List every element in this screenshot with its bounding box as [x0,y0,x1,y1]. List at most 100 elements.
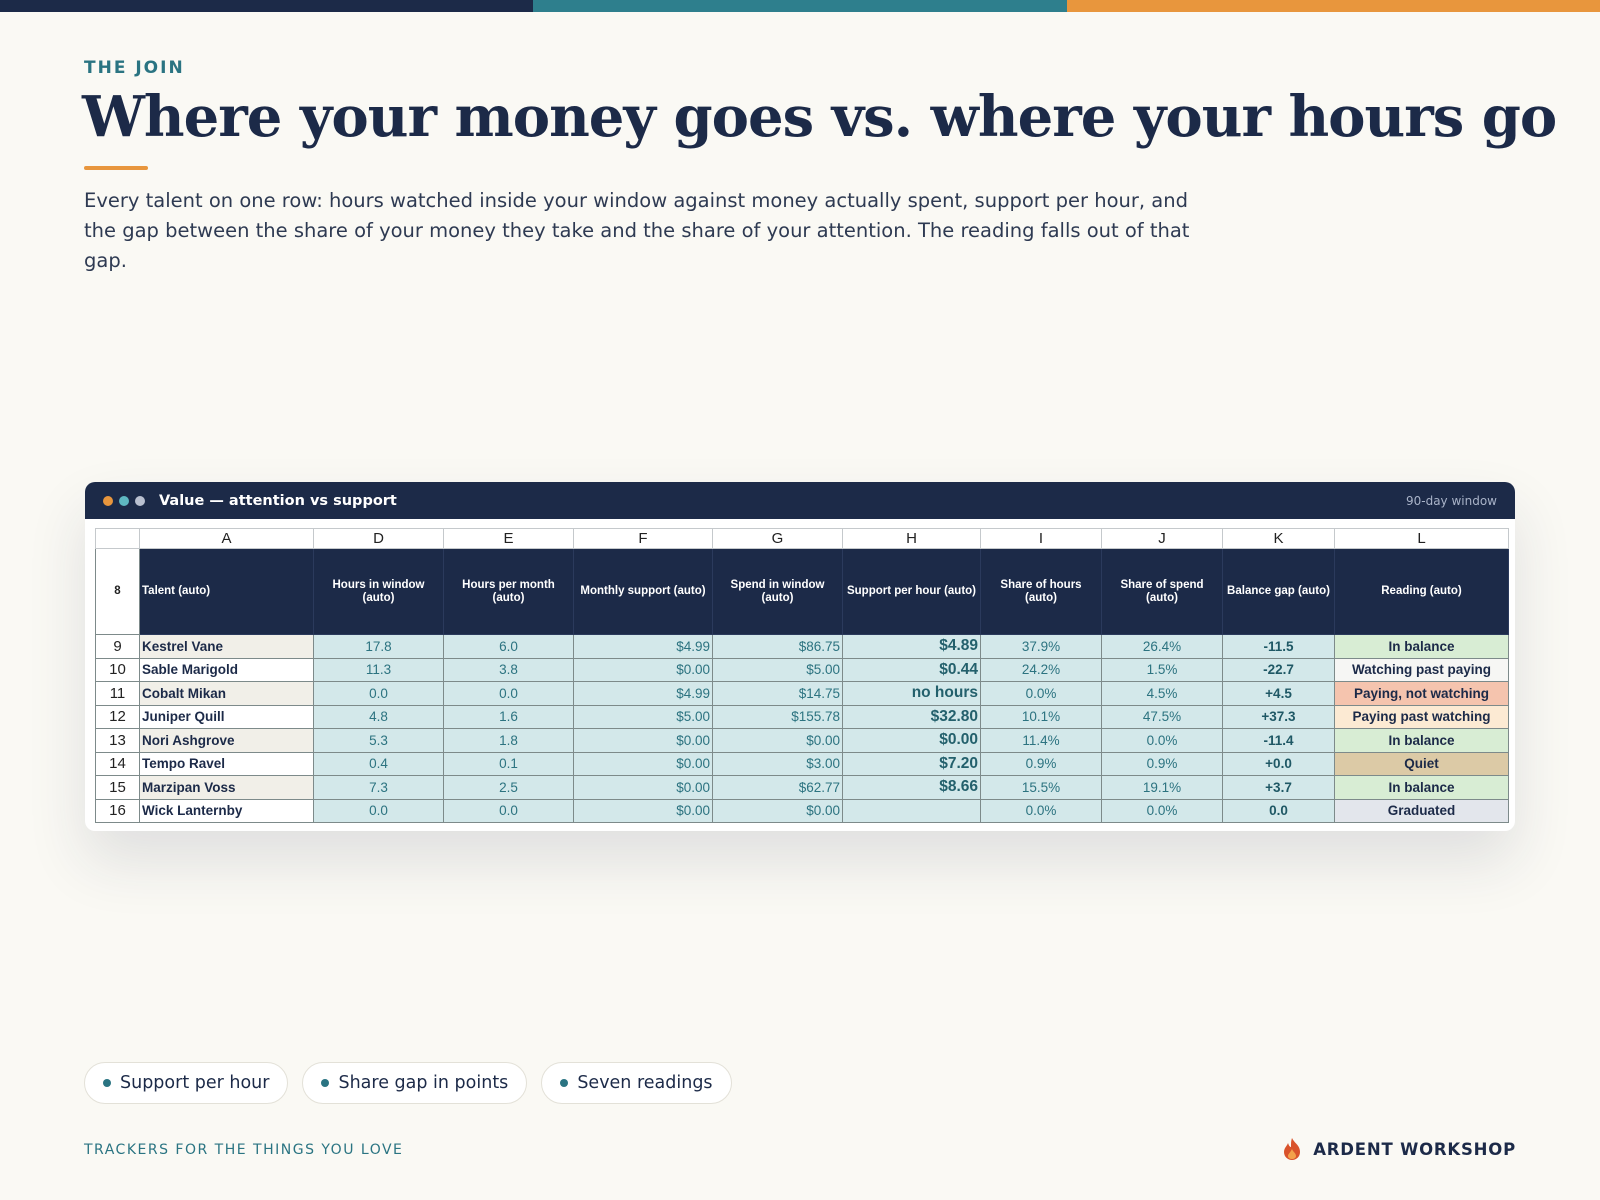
column-letter: G [712,528,843,549]
row-number: 11 [95,681,140,706]
value-cell: 0.0 [443,681,574,706]
value-cell: 1.5% [1101,657,1223,682]
talent-cell: Tempo Ravel [139,751,314,776]
data-row: 12 Juniper Quill 4.8 1.6 $5.00 $155.78 $32.80 1… [95,704,1509,729]
value-cell: 4.5% [1101,681,1223,706]
header-cell: Share of hours (auto) [980,548,1102,635]
value-cell: 11.4% [980,728,1102,753]
value-cell: +37.3 [1222,704,1335,729]
top-bar [0,0,1600,12]
value-cell: $7.20 [842,751,981,776]
reading-cell: Graduated [1334,798,1509,823]
row-number: 12 [95,704,140,729]
accent-rule [84,166,148,170]
header-cell: Reading (auto) [1334,548,1509,635]
value-cell: 10.1% [980,704,1102,729]
value-cell: 5.3 [313,728,444,753]
data-row: 13 Nori Ashgrove 5.3 1.8 $0.00 $0.00 $0.00 11.4… [95,728,1509,753]
value-cell: 0.0 [313,798,444,823]
value-cell: $155.78 [712,704,843,729]
eyebrow: THE JOIN [84,58,185,78]
data-row: 14 Tempo Ravel 0.4 0.1 $0.00 $3.00 $7.20 0.9% 0.… [95,751,1509,776]
value-cell: 37.9% [980,634,1102,659]
value-cell: 15.5% [980,775,1102,800]
column-letter: D [313,528,444,549]
window-title: Value — attention vs support [159,492,397,509]
brand: ARDENT WORKSHOP [1281,1137,1516,1161]
window-dot [119,495,129,506]
row-number: 15 [95,775,140,800]
value-cell: $86.75 [712,634,843,659]
header-cell: Hours per month (auto) [443,548,574,635]
headline: Where your money goes vs. where your hou… [82,84,1557,150]
reading-cell: Quiet [1334,751,1509,776]
value-cell: 1.6 [443,704,574,729]
feature-pill: Share gap in points [302,1062,528,1104]
value-cell: 17.8 [313,634,444,659]
value-cell: no hours [842,681,981,706]
value-cell: $0.00 [712,798,843,823]
value-cell: 0.1 [443,751,574,776]
value-cell: $0.00 [842,728,981,753]
value-cell: 3.8 [443,657,574,682]
header-row: 8 Talent (auto) Hours in window (auto) Hour… [95,548,1509,635]
column-letter: H [842,528,981,549]
value-cell: $5.00 [712,657,843,682]
value-cell: $4.89 [842,634,981,659]
value-cell: 26.4% [1101,634,1223,659]
row-number: 8 [95,548,140,635]
reading-cell: In balance [1334,775,1509,800]
row-number: 14 [95,751,140,776]
window-dot [103,495,113,506]
header-cell: Monthly support (auto) [573,548,713,635]
value-cell: +0.0 [1222,751,1335,776]
bar-segment [0,0,534,12]
header-cell: Balance gap (auto) [1222,548,1335,635]
talent-cell: Juniper Quill [139,704,314,729]
column-letter: E [443,528,574,549]
value-cell: $5.00 [573,704,713,729]
value-cell: $4.99 [573,634,713,659]
value-cell: +4.5 [1222,681,1335,706]
feature-pill: Support per hour [84,1062,289,1104]
reading-cell: Paying, not watching [1334,681,1509,706]
reading-cell: In balance [1334,634,1509,659]
talent-cell: Wick Lanternby [139,798,314,823]
reading-cell: Paying past watching [1334,704,1509,729]
value-cell: +3.7 [1222,775,1335,800]
value-cell: 7.3 [313,775,444,800]
row-number: 10 [95,657,140,682]
value-cell: 6.0 [443,634,574,659]
value-cell: 11.3 [313,657,444,682]
value-cell: $0.44 [842,657,981,682]
talent-cell: Nori Ashgrove [139,728,314,753]
feature-pill: Seven readings [541,1062,732,1104]
row-number: 16 [95,798,140,823]
value-cell: 0.0 [1222,798,1335,823]
header-cell: Share of spend (auto) [1101,548,1223,635]
description: Every talent on one row: hours watched i… [84,189,1190,272]
window-header: Value — attention vs support 90-day wind… [85,482,1515,519]
value-cell: $0.00 [573,751,713,776]
column-letter: K [1222,528,1335,549]
value-cell [842,798,981,823]
corner-cell [95,528,140,549]
window-badge: 90-day window [1405,493,1497,508]
column-letter: A [139,528,314,549]
tagline: TRACKERS FOR THE THINGS YOU LOVE [84,1142,404,1158]
value-cell: $4.99 [573,681,713,706]
value-cell: $32.80 [842,704,981,729]
brand-name: ARDENT WORKSHOP [1313,1139,1516,1159]
reading-cell: In balance [1334,728,1509,753]
value-cell: $0.00 [573,798,713,823]
spreadsheet-window: Value — attention vs support 90-day wind… [85,482,1515,831]
data-row: 11 Cobalt Mikan 0.0 0.0 $4.99 $14.75 no hours 0… [95,681,1509,706]
value-cell: 0.0% [1101,798,1223,823]
header-cell: Spend in window (auto) [712,548,843,635]
value-cell: -11.4 [1222,728,1335,753]
value-cell: $8.66 [842,775,981,800]
talent-cell: Sable Marigold [139,657,314,682]
value-cell: 0.4 [313,751,444,776]
